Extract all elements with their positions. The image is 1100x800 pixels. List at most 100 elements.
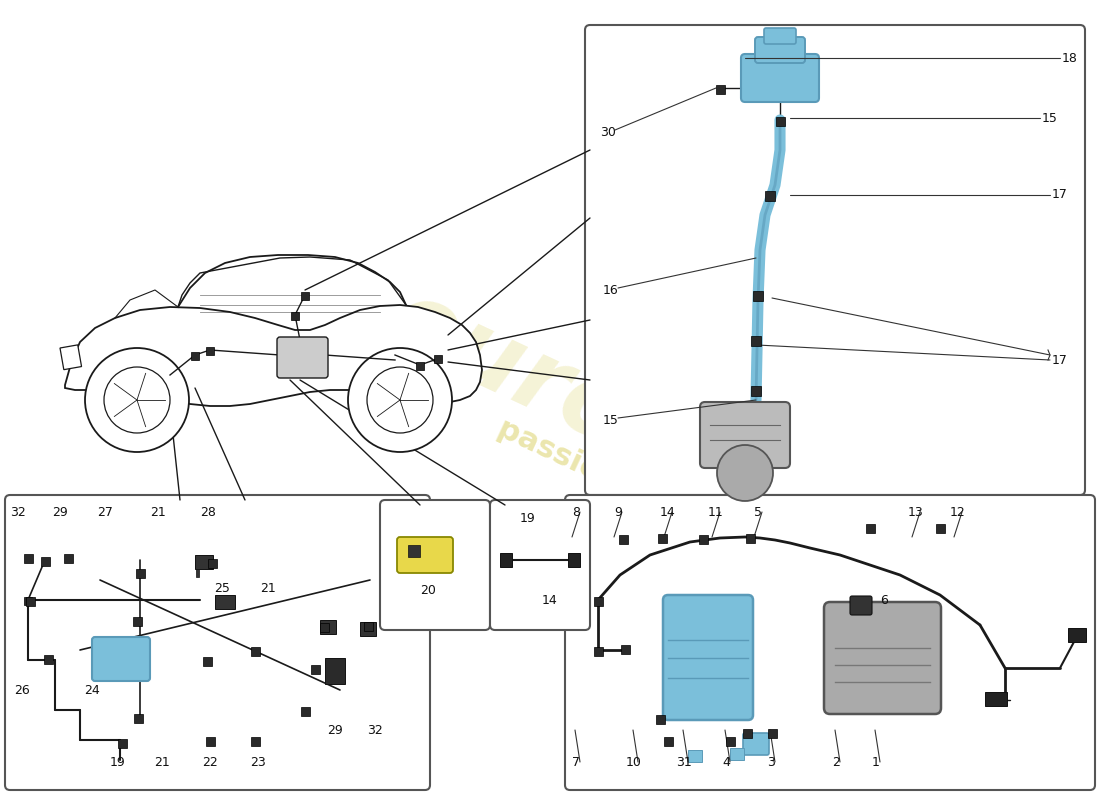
Bar [324, 658, 345, 684]
FancyBboxPatch shape [755, 37, 805, 63]
Bar [594, 597, 603, 606]
Text: 29: 29 [52, 506, 68, 518]
FancyBboxPatch shape [277, 337, 328, 378]
Bar [618, 534, 627, 543]
Text: 21: 21 [150, 506, 166, 518]
FancyBboxPatch shape [92, 637, 150, 681]
Circle shape [367, 367, 433, 433]
Bar [656, 714, 664, 723]
Text: 29: 29 [327, 723, 343, 737]
Text: 3: 3 [767, 755, 774, 769]
Text: 32: 32 [10, 506, 26, 518]
Bar [416, 362, 424, 370]
Bar [715, 85, 725, 94]
Bar [730, 748, 744, 760]
Bar [594, 646, 603, 655]
Text: 10: 10 [626, 755, 642, 769]
Bar [41, 557, 50, 566]
Bar [746, 534, 755, 542]
Text: 1: 1 [872, 755, 880, 769]
Text: 25: 25 [214, 582, 230, 594]
Bar [196, 569, 199, 577]
Text: 21: 21 [154, 755, 169, 769]
Bar [658, 534, 667, 542]
Circle shape [717, 445, 773, 501]
Bar [208, 558, 217, 567]
Bar [132, 617, 142, 626]
Bar [191, 352, 199, 360]
FancyBboxPatch shape [565, 495, 1094, 790]
Bar [764, 191, 776, 201]
Bar [118, 738, 127, 747]
Text: 9: 9 [614, 506, 622, 518]
Text: passion for parts since 1985: passion for parts since 1985 [493, 414, 947, 646]
Bar [500, 553, 512, 567]
Bar [776, 117, 784, 126]
Text: 17: 17 [1052, 354, 1068, 366]
Bar [202, 657, 211, 666]
Text: 28: 28 [200, 506, 216, 518]
Bar [133, 714, 143, 722]
Text: 21: 21 [260, 582, 276, 594]
Polygon shape [65, 305, 482, 406]
Text: 15: 15 [1042, 111, 1058, 125]
Bar [754, 291, 763, 301]
Text: 22: 22 [202, 755, 218, 769]
Bar [742, 729, 751, 738]
Text: 27: 27 [97, 506, 113, 518]
Bar [60, 345, 81, 370]
Text: 19: 19 [110, 755, 125, 769]
Text: 12: 12 [950, 506, 966, 518]
Text: 16: 16 [603, 283, 618, 297]
Bar [568, 553, 580, 567]
FancyBboxPatch shape [824, 602, 940, 714]
FancyBboxPatch shape [663, 595, 754, 720]
Text: 30: 30 [600, 126, 616, 139]
Text: 23: 23 [250, 755, 266, 769]
Bar [300, 706, 309, 715]
Bar [363, 622, 373, 630]
FancyBboxPatch shape [741, 54, 820, 102]
Bar [23, 554, 33, 562]
Text: 7: 7 [572, 755, 580, 769]
Text: 4: 4 [722, 755, 730, 769]
Circle shape [104, 367, 170, 433]
Bar [360, 622, 376, 636]
FancyBboxPatch shape [379, 500, 490, 630]
Bar [984, 692, 1006, 706]
Bar [319, 622, 329, 631]
Text: 18: 18 [1062, 51, 1078, 65]
Circle shape [348, 348, 452, 452]
Bar [292, 312, 299, 320]
Text: 26: 26 [14, 683, 30, 697]
Bar [25, 597, 34, 606]
Text: 20: 20 [420, 583, 436, 597]
Text: 14: 14 [660, 506, 675, 518]
Bar [434, 355, 442, 363]
Text: 5: 5 [754, 506, 762, 518]
FancyBboxPatch shape [6, 495, 430, 790]
FancyBboxPatch shape [850, 596, 872, 615]
FancyBboxPatch shape [742, 733, 769, 755]
Bar [751, 386, 761, 396]
Text: 19: 19 [520, 511, 536, 525]
Text: 31: 31 [676, 755, 692, 769]
Text: 15: 15 [603, 414, 619, 426]
Bar [301, 292, 309, 300]
FancyBboxPatch shape [764, 28, 796, 44]
FancyBboxPatch shape [490, 500, 590, 630]
Bar [44, 654, 53, 663]
Text: 14: 14 [542, 594, 558, 606]
Bar [135, 569, 144, 578]
Bar [206, 347, 214, 355]
FancyBboxPatch shape [700, 402, 790, 468]
Bar [768, 729, 777, 738]
Text: eurospares: eurospares [373, 272, 987, 628]
Bar [310, 665, 319, 674]
Text: 11: 11 [708, 506, 724, 518]
Bar [663, 737, 672, 746]
Bar [620, 645, 629, 654]
Bar [320, 620, 336, 634]
Bar [698, 534, 707, 543]
FancyBboxPatch shape [585, 25, 1085, 495]
